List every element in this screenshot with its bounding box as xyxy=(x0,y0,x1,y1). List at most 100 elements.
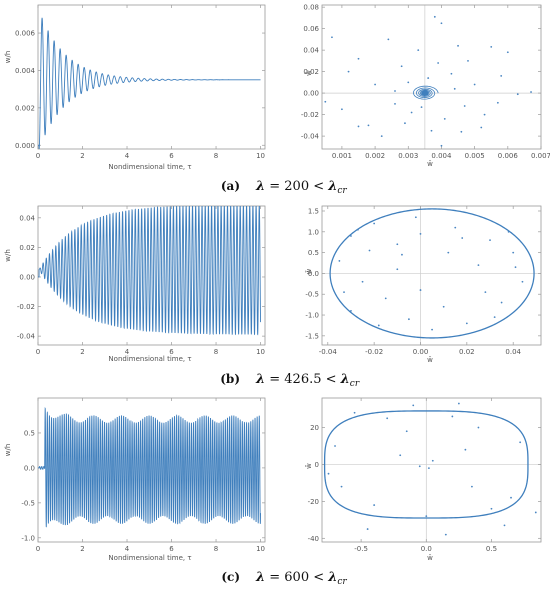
x-tick-label: 0.002 xyxy=(365,152,385,160)
x-tick-label: 0.007 xyxy=(531,152,550,160)
phase-point xyxy=(506,51,509,54)
y-tick-label: -1.5 xyxy=(305,332,319,340)
phase-point xyxy=(483,113,486,116)
phase-point xyxy=(394,102,396,105)
phase-point xyxy=(440,22,443,25)
phase-point xyxy=(477,264,480,266)
x-axis-label: w̄ xyxy=(427,160,433,168)
x-tick-label: 10 xyxy=(256,545,265,553)
y-tick-label: -0.02 xyxy=(17,303,35,311)
x-tick-label: 0.004 xyxy=(431,152,452,160)
phase-point xyxy=(473,83,476,86)
x-tick-label: 2 xyxy=(80,348,84,356)
plot-frame xyxy=(321,205,542,346)
panel-b-time: 0 2 4 6 8 10 -0.04 -0.02 0.00 0.02 0.04 Nondimensio… xyxy=(4,205,266,363)
series-line xyxy=(38,17,261,149)
x-tick-label: 8 xyxy=(214,545,218,553)
phase-point xyxy=(461,237,464,239)
x-tick-label: 0.006 xyxy=(498,152,519,160)
phase-point xyxy=(414,216,417,219)
y-tick-label: 1.5 xyxy=(308,207,319,215)
x-tick-label: 8 xyxy=(214,152,218,160)
y-tick-label: 0.000 xyxy=(15,142,35,150)
caption-equation: λ = 200 < λcr xyxy=(255,179,347,196)
phase-point xyxy=(357,125,360,128)
y-tick-label: 0.0 xyxy=(24,464,35,472)
phase-point xyxy=(453,87,456,90)
x-tick-label: 0.001 xyxy=(332,152,352,160)
phase-point xyxy=(490,46,493,48)
phase-point xyxy=(380,135,383,138)
phase-point xyxy=(366,528,369,530)
y-axis-label: w̄̇ xyxy=(305,463,313,469)
phase-point xyxy=(447,251,450,254)
limit-cycle-orbit xyxy=(329,208,535,339)
y-tick-label: 0.002 xyxy=(15,104,35,112)
x-tick-label: 0 xyxy=(36,348,40,356)
y-tick-label: 0.006 xyxy=(15,30,36,38)
plot-frame xyxy=(37,4,266,150)
panel-c-phase: -0.5 0.0 0.5 -40 -20 0 20 w̄ w̄̇ xyxy=(305,397,542,562)
phase-point xyxy=(451,415,454,418)
y-tick-label: 0.04 xyxy=(19,214,35,222)
y-tick-label: -0.02 xyxy=(301,111,319,119)
x-tick-label: 0.00 xyxy=(413,348,429,356)
phase-point xyxy=(465,322,468,325)
phase-point xyxy=(464,448,467,451)
phase-point xyxy=(450,72,453,75)
phase-point xyxy=(387,38,390,41)
phase-point xyxy=(407,81,410,84)
y-tick-label: 0.04 xyxy=(303,47,319,55)
phase-point xyxy=(418,465,421,468)
phase-point xyxy=(460,130,463,133)
y-tick-label: 0.02 xyxy=(19,244,35,252)
x-tick-label: 10 xyxy=(256,348,265,356)
phase-point xyxy=(510,496,512,499)
phase-point xyxy=(534,511,537,514)
phase-point xyxy=(471,485,473,488)
phase-point xyxy=(410,111,413,114)
phase-point xyxy=(334,445,336,447)
phase-point xyxy=(496,101,499,104)
x-tick-label: 6 xyxy=(169,348,174,356)
x-axis-label: w̄ xyxy=(427,554,433,562)
plot-frame xyxy=(321,397,542,543)
phase-point xyxy=(368,249,371,252)
x-tick-label: 4 xyxy=(125,545,130,553)
y-axis-label: w̄̇ xyxy=(305,268,313,274)
x-tick-label: 0.005 xyxy=(465,152,485,160)
phase-point xyxy=(408,318,410,321)
y-tick-label: -0.5 xyxy=(305,291,319,299)
x-tick-label: 4 xyxy=(125,152,130,160)
phase-point xyxy=(440,144,443,147)
phase-point xyxy=(373,504,376,506)
phase-point xyxy=(400,65,403,68)
phase-point xyxy=(338,260,341,262)
phase-point xyxy=(419,232,422,235)
caption-a: (a) λ = 200 < λcr xyxy=(221,179,348,196)
phase-point xyxy=(396,243,399,246)
x-axis-label: w̄ xyxy=(427,356,433,364)
y-tick-label: 0.5 xyxy=(308,249,319,257)
x-tick-label: 0.003 xyxy=(398,152,418,160)
panel-a-time: 0 2 4 6 8 10 0.000 0.002 0.004 0.006 Nondimensiona… xyxy=(4,4,266,171)
x-tick-label: 0.02 xyxy=(459,348,475,356)
x-tick-label: -0.02 xyxy=(365,348,383,356)
phase-point xyxy=(512,251,515,254)
x-tick-label: 0 xyxy=(36,545,40,553)
phase-point xyxy=(500,301,503,304)
phase-point xyxy=(444,533,447,536)
phase-point xyxy=(331,36,333,39)
x-axis-label: Nondimensional time, τ xyxy=(108,355,191,363)
phase-point xyxy=(493,316,496,319)
plot-frame xyxy=(37,397,266,543)
x-tick-label: 6 xyxy=(169,545,174,553)
panel-a-phase: 0.001 0.002 0.003 0.004 0.005 0.006 0.007 -0.04… xyxy=(301,4,550,168)
phase-point xyxy=(394,90,396,92)
phase-point xyxy=(419,289,422,291)
phase-point xyxy=(324,100,327,103)
y-tick-label: -1.0 xyxy=(21,534,35,542)
phase-point xyxy=(353,411,356,414)
phase-point xyxy=(503,524,506,527)
